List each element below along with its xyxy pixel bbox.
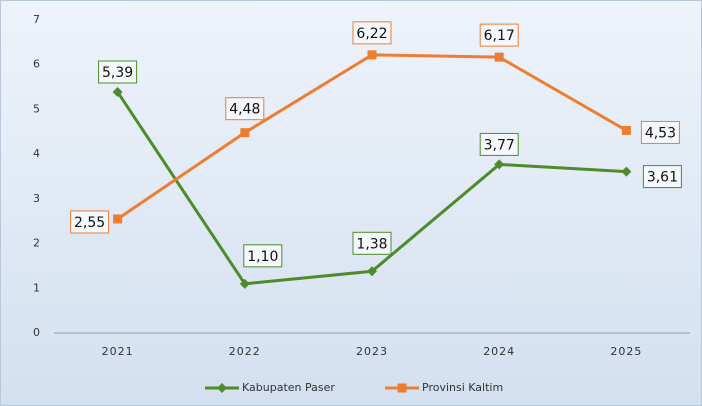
data-label: 3,77: [484, 137, 515, 153]
y-tick-label: 3: [33, 192, 40, 205]
data-label-box: [640, 120, 680, 144]
x-tick-label: 2025: [610, 345, 642, 358]
y-tick-label: 5: [33, 102, 40, 115]
data-label-box: [352, 231, 392, 255]
data-label-box: [70, 210, 110, 234]
data-label: 2,55: [74, 215, 105, 231]
marker: [494, 159, 505, 170]
x-tick-label: 2023: [356, 345, 388, 358]
marker: [112, 86, 123, 97]
legend-label: Provinsi Kaltim: [422, 381, 503, 394]
x-tick-label: 2024: [483, 345, 515, 358]
data-label: 5,39: [102, 65, 133, 81]
marker: [239, 278, 250, 289]
y-tick-label: 1: [33, 281, 40, 294]
data-label-box: [479, 132, 519, 156]
y-tick-label: 7: [33, 13, 40, 26]
marker: [217, 383, 227, 393]
x-tick-label: 2021: [102, 345, 134, 358]
marker: [621, 166, 632, 177]
marker: [621, 125, 631, 135]
marker: [113, 214, 123, 224]
marker: [367, 266, 377, 277]
data-label: 6,22: [356, 26, 387, 42]
y-tick-label: 0: [33, 326, 40, 339]
data-label-box: [352, 21, 392, 45]
data-label: 1,10: [247, 249, 278, 265]
data-label-box: [225, 97, 265, 121]
x-tick-label: 2022: [229, 345, 261, 358]
marker: [494, 52, 504, 62]
marker: [397, 383, 407, 393]
data-label: 4,48: [229, 102, 260, 118]
marker: [240, 128, 250, 138]
legend-label: Kabupaten Paser: [242, 381, 335, 394]
data-label: 3,61: [647, 170, 678, 186]
marker: [367, 50, 377, 60]
data-label-box: [98, 60, 138, 84]
data-label-box: [243, 244, 283, 268]
y-tick-label: 4: [33, 147, 40, 160]
data-label: 4,53: [645, 125, 676, 141]
y-tick-label: 6: [33, 58, 40, 71]
y-tick-label: 2: [33, 237, 40, 250]
data-label-box: [479, 23, 519, 47]
data-label: 1,38: [356, 236, 387, 252]
data-label: 6,17: [484, 28, 515, 44]
data-label-box: [642, 165, 682, 189]
